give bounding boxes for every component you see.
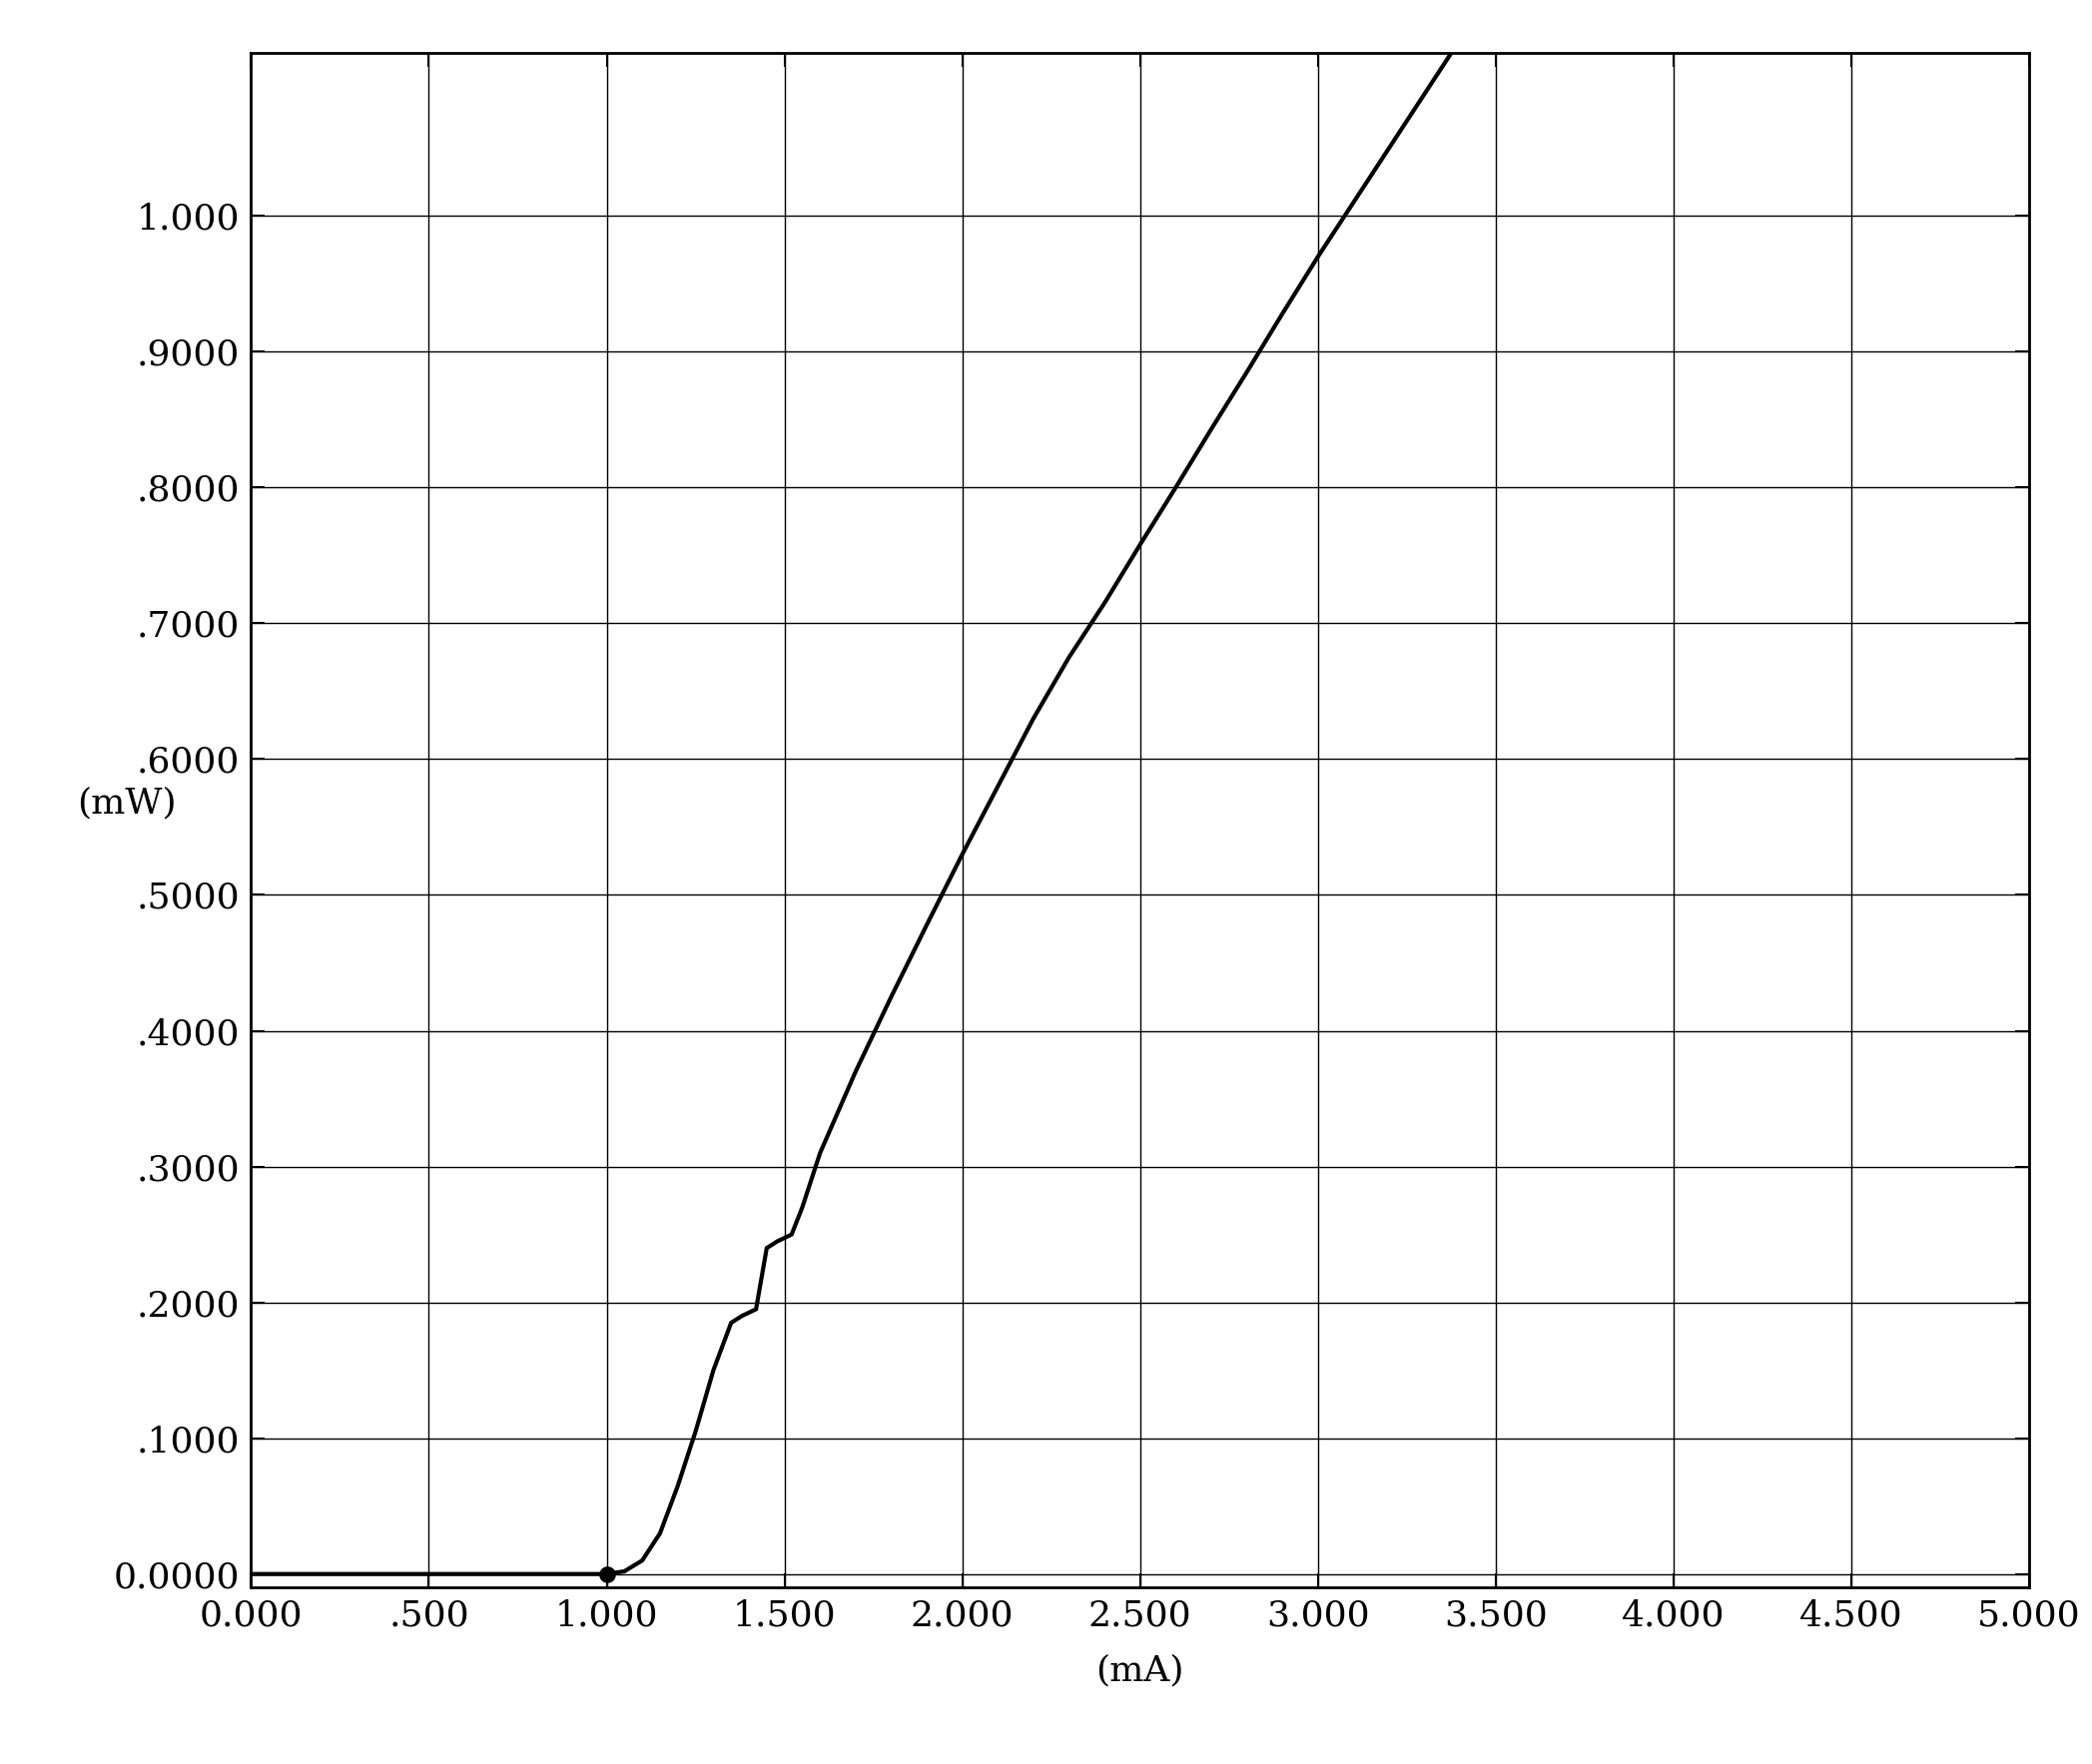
Y-axis label: (mW): (mW) (77, 787, 176, 820)
Point (590, 1559, 623, 1588)
X-axis label: (mA): (mA) (1096, 1653, 1184, 1688)
